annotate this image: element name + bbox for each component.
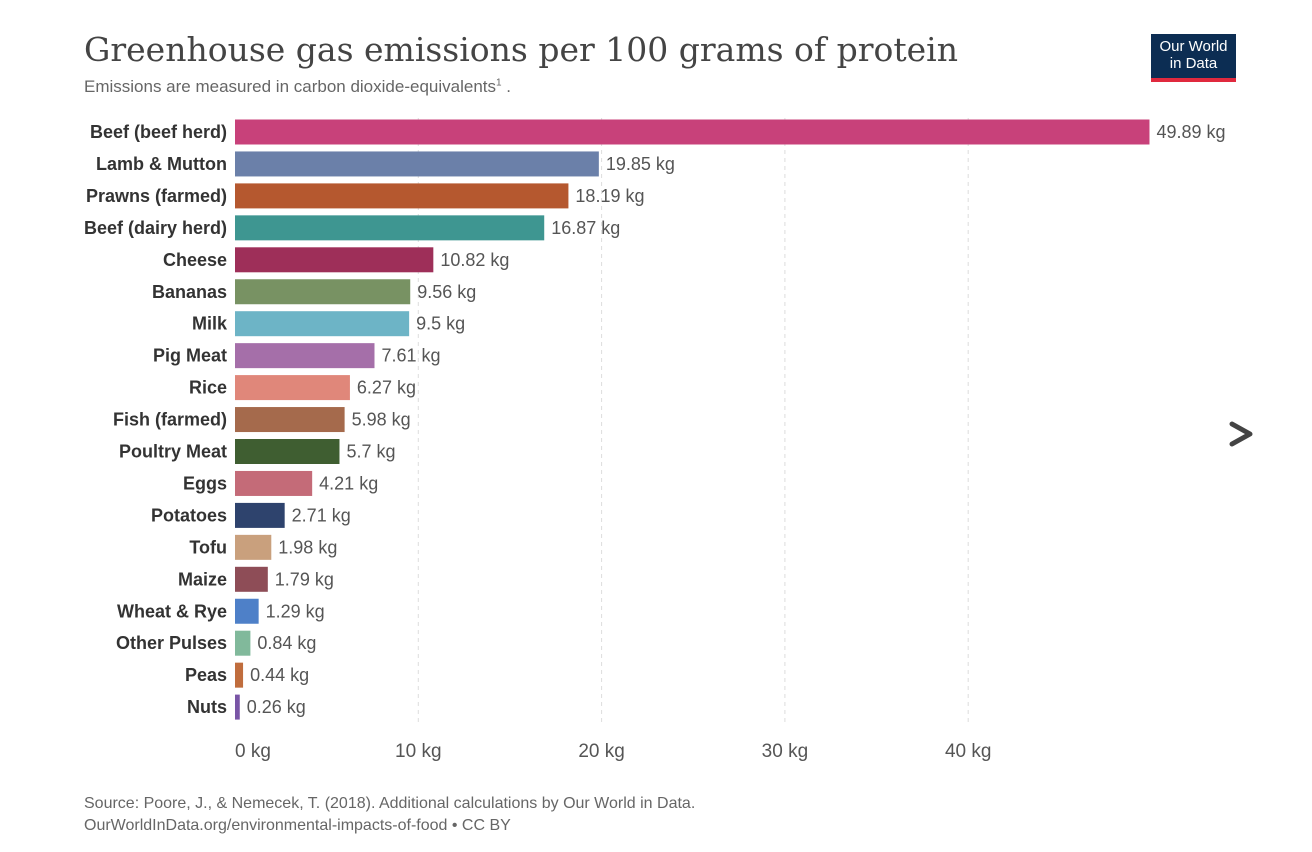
category-label: Cheese [163, 250, 227, 270]
bar[interactable] [235, 566, 268, 592]
value-label: 49.89 kg [1156, 122, 1225, 142]
category-label: Pig Meat [153, 346, 227, 366]
value-label: 0.44 kg [250, 665, 309, 685]
bar[interactable] [235, 375, 350, 401]
bar[interactable] [235, 311, 410, 337]
bar[interactable] [235, 247, 434, 273]
subtitle-text: Emissions are measured in carbon dioxide… [84, 77, 496, 96]
category-label: Maize [178, 569, 227, 589]
bar[interactable] [235, 662, 244, 688]
category-label: Potatoes [151, 505, 227, 525]
bar[interactable] [235, 598, 259, 624]
value-label: 9.56 kg [417, 282, 476, 302]
category-label: Beef (beef herd) [90, 122, 227, 142]
source-link[interactable]: OurWorldInData.org/environmental-impacts… [84, 817, 511, 834]
category-label: Tofu [189, 537, 227, 557]
category-label: Poultry Meat [119, 442, 227, 462]
category-label: Lamb & Mutton [96, 154, 227, 174]
bar[interactable] [235, 343, 375, 369]
bar[interactable] [235, 119, 1150, 145]
bar[interactable] [235, 630, 251, 656]
category-label: Bananas [152, 282, 227, 302]
chevron-right-icon[interactable] [1222, 414, 1262, 454]
value-label: 4.21 kg [319, 473, 378, 493]
value-label: 0.26 kg [247, 697, 306, 717]
subtitle-footnote-marker[interactable]: 1 [496, 77, 502, 89]
category-label: Beef (dairy herd) [84, 218, 227, 238]
bar[interactable] [235, 470, 313, 496]
value-label: 1.29 kg [266, 601, 325, 621]
chart-footer: Source: Poore, J., & Nemecek, T. (2018).… [84, 793, 695, 837]
bar[interactable] [235, 694, 240, 720]
bar[interactable] [235, 439, 340, 464]
bar[interactable] [235, 502, 285, 528]
subtitle-end: . [501, 77, 512, 96]
category-label: Wheat & Rye [117, 601, 227, 621]
category-label: Other Pulses [116, 633, 227, 653]
value-label: 0.84 kg [257, 633, 316, 653]
bar[interactable] [235, 215, 545, 241]
value-label: 19.85 kg [606, 154, 675, 174]
bar[interactable] [235, 407, 345, 433]
value-label: 10.82 kg [440, 250, 509, 270]
logo-line-2: in Data [1169, 55, 1218, 72]
x-tick-label: 20 kg [578, 741, 624, 762]
value-label: 1.79 kg [275, 569, 334, 589]
category-label: Prawns (farmed) [86, 186, 227, 206]
value-label: 6.27 kg [357, 378, 416, 398]
value-label: 5.7 kg [346, 442, 395, 462]
category-label: Peas [185, 665, 227, 685]
bar[interactable] [235, 279, 411, 305]
category-label: Nuts [187, 697, 227, 717]
bar-chart: 0 kg 10 kg 20 kg 30 kg 40 kg Beef (beef herd)… [84, 118, 1226, 762]
category-label: Rice [189, 378, 227, 398]
value-label: 1.98 kg [278, 537, 337, 557]
x-tick-label: 10 kg [395, 741, 441, 762]
chart-title: Greenhouse gas emissions per 100 grams o… [84, 30, 958, 69]
value-label: 2.71 kg [292, 505, 351, 525]
value-label: 5.98 kg [352, 410, 411, 430]
chart-subtitle: Emissions are measured in carbon dioxide… [84, 77, 511, 97]
value-label: 16.87 kg [551, 218, 620, 238]
x-tick-label: 0 kg [235, 741, 271, 762]
category-label: Milk [192, 314, 228, 334]
value-label: 18.19 kg [575, 186, 644, 206]
our-world-in-data-logo[interactable]: Our World in Data [1151, 34, 1236, 82]
category-label: Fish (farmed) [113, 410, 227, 430]
logo-line-1: Our World [1159, 38, 1228, 55]
source-note: Source: Poore, J., & Nemecek, T. (2018).… [84, 795, 696, 812]
bar[interactable] [235, 183, 569, 209]
value-label: 9.5 kg [416, 314, 465, 334]
bar[interactable] [235, 151, 599, 177]
bar[interactable] [235, 534, 272, 560]
x-tick-label: 30 kg [762, 741, 808, 762]
category-label: Eggs [183, 473, 227, 493]
x-tick-label: 40 kg [945, 741, 991, 762]
value-label: 7.61 kg [381, 346, 440, 366]
